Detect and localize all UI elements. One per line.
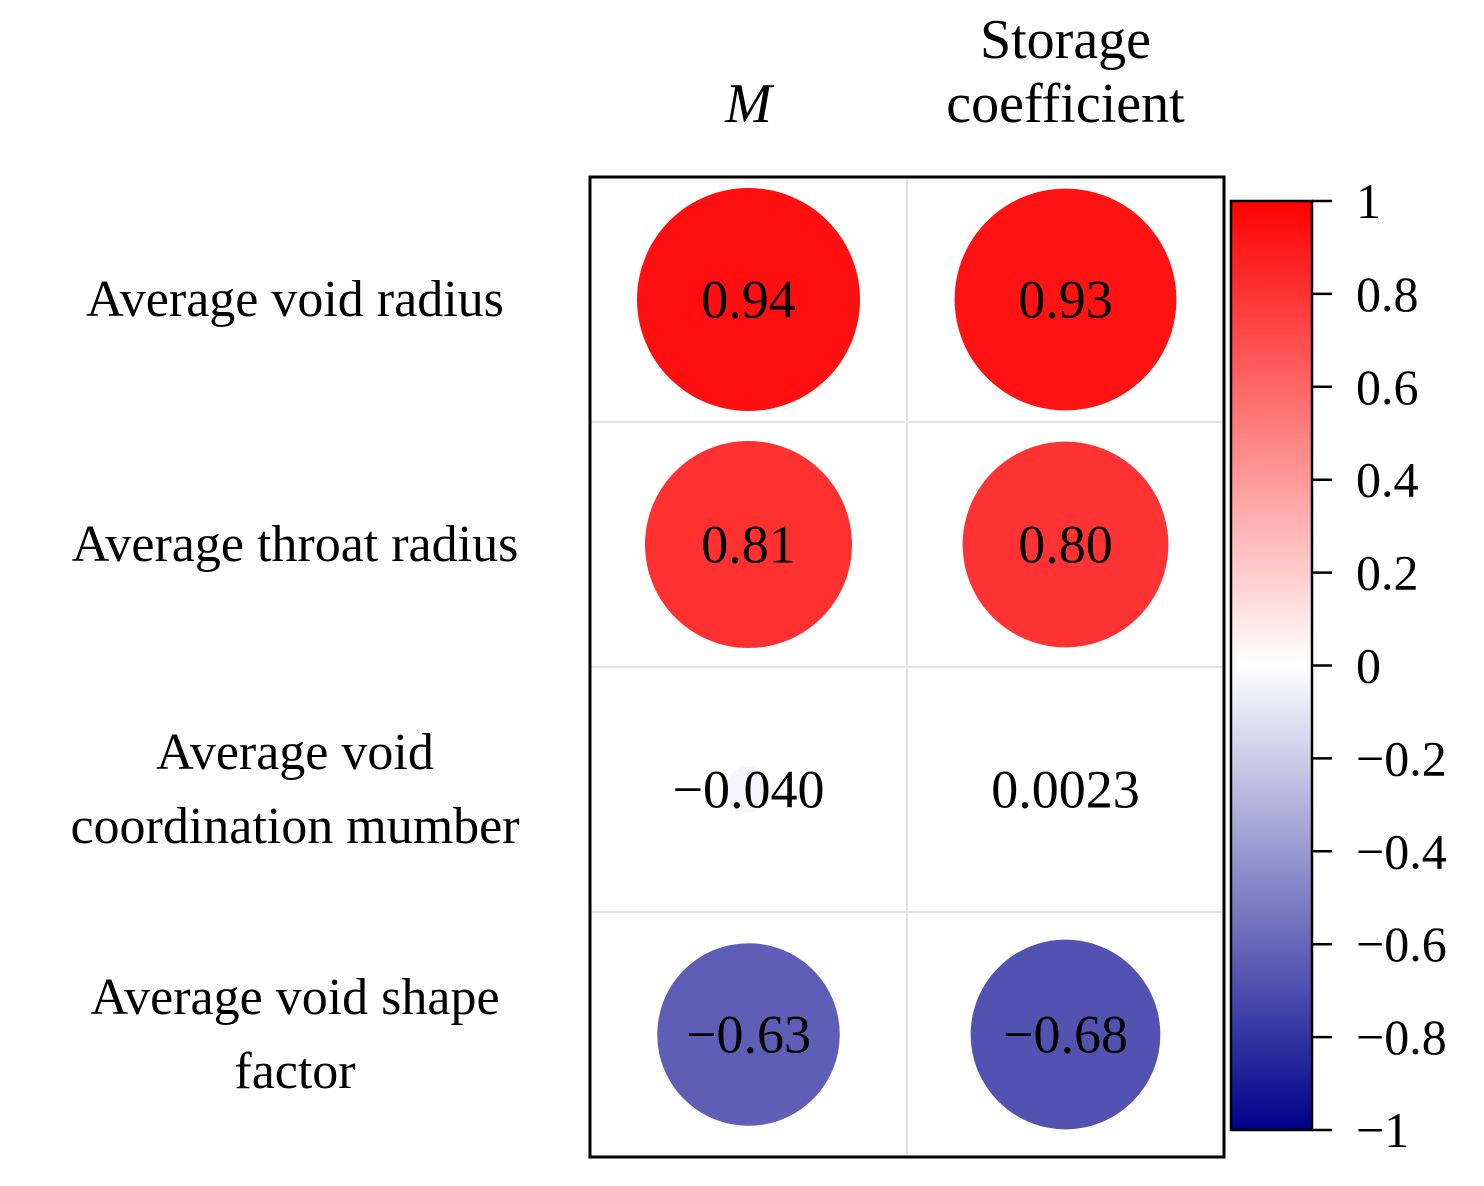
row-label: Average void shape <box>90 969 499 1026</box>
correlation-circle <box>637 188 860 411</box>
row-label: factor <box>234 1043 355 1100</box>
correlation-circle <box>725 766 772 813</box>
colorbar-tick-label: 0.6 <box>1356 359 1419 415</box>
row-label: Average void radius <box>86 271 504 328</box>
colorbar-tick-label: 1 <box>1356 173 1381 229</box>
correlation-value-label: 0.81 <box>701 515 796 575</box>
correlation-value-label: −0.68 <box>1003 1005 1128 1065</box>
correlation-circle <box>954 188 1177 411</box>
colorbar-tick-label: −1 <box>1356 1102 1409 1158</box>
correlation-value-label: 0.80 <box>1018 515 1113 575</box>
row-label: Average void <box>156 724 434 781</box>
correlation-value-label: 0.0023 <box>991 760 1140 820</box>
correlation-value-label: 0.93 <box>1018 270 1113 330</box>
correlation-circle <box>657 943 840 1126</box>
correlation-circle <box>962 441 1169 648</box>
row-label: Average throat radius <box>72 516 519 573</box>
correlation-value-label: −0.63 <box>686 1005 811 1065</box>
column-label: coefficient <box>946 73 1185 135</box>
colorbar-tick-label: 0 <box>1356 638 1381 694</box>
correlation-circle <box>645 441 852 648</box>
correlation-circle <box>970 939 1161 1130</box>
colorbar-tick-label: 0.2 <box>1356 545 1419 601</box>
plot-frame <box>588 175 1226 1159</box>
column-label: M <box>724 73 775 135</box>
colorbar-tick-label: 0.8 <box>1356 266 1419 322</box>
colorbar-tick-label: 0.4 <box>1356 452 1419 508</box>
colorbar-tick-label: −0.2 <box>1356 730 1447 786</box>
colorbar-tick-label: −0.6 <box>1356 916 1447 972</box>
correlation-value-label: −0.040 <box>673 760 825 820</box>
row-label: coordination mumber <box>70 798 519 855</box>
column-label: Storage <box>980 9 1151 71</box>
colorbar-tick-label: −0.4 <box>1356 823 1447 879</box>
colorbar <box>1229 199 1314 1132</box>
correlation-value-label: 0.94 <box>701 270 796 330</box>
correlation-circle <box>1059 783 1072 796</box>
colorbar-tick-label: −0.8 <box>1356 1009 1447 1065</box>
